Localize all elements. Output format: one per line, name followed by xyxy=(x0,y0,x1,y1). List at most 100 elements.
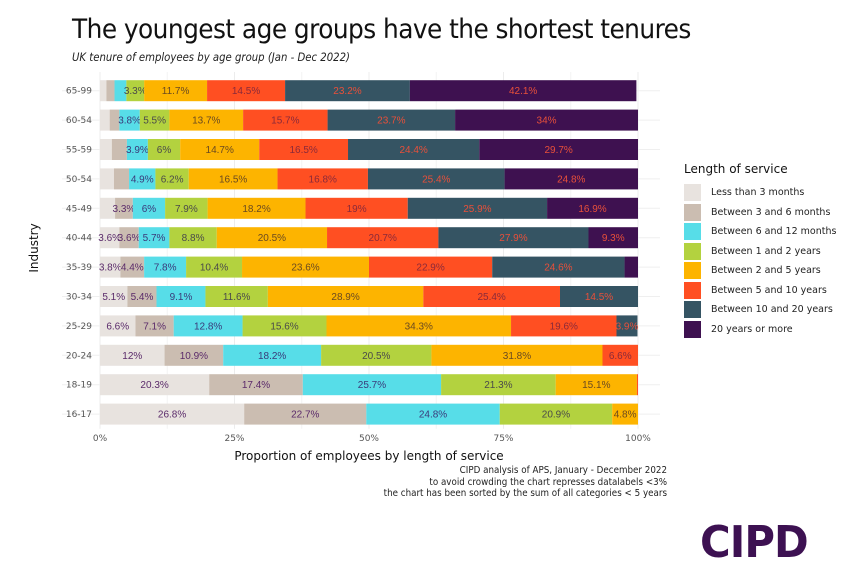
data-label: 3.9% xyxy=(126,145,149,156)
data-label: 16.5% xyxy=(289,145,317,156)
x-tick-label: 75% xyxy=(493,434,513,444)
legend-item: Between 10 and 20 years xyxy=(684,300,836,320)
data-label: 4.4% xyxy=(121,263,144,274)
legend-item: Between 5 and 10 years xyxy=(684,281,836,301)
bar-segment xyxy=(302,374,442,396)
bar-segment xyxy=(326,315,512,337)
bar-segment xyxy=(504,168,638,190)
bar-segment xyxy=(109,109,120,131)
legend-title: Length of service xyxy=(684,162,788,176)
data-label: 14.5% xyxy=(585,292,613,303)
data-label: 7.8% xyxy=(154,263,177,274)
data-label: 24.8% xyxy=(419,410,447,421)
legend-swatch xyxy=(684,281,701,299)
bar-segment xyxy=(127,286,157,307)
bar-segment xyxy=(285,80,410,102)
y-tick-label: 60-54 xyxy=(66,116,92,126)
y-tick-label: 50-54 xyxy=(66,175,92,185)
data-label: 9.1% xyxy=(170,292,193,303)
bar-segment xyxy=(636,374,638,396)
y-tick-label: 55-59 xyxy=(66,146,92,156)
data-label: 18.2% xyxy=(258,351,286,362)
data-label: 3.8% xyxy=(118,116,141,127)
data-label: 25.4% xyxy=(422,174,450,185)
bar-segment xyxy=(120,256,145,278)
bar-row-50-54: 4.9% 6.2% 16.5% 16.8% 25.4% 24.8% xyxy=(100,168,638,190)
bar-segment xyxy=(259,139,349,160)
bar-segment xyxy=(114,80,127,102)
bar-row-55-59: 3.9% 6% 14.7% 16.5% 24.4% 29.7% xyxy=(100,139,638,160)
data-label: 3.3% xyxy=(113,204,136,215)
data-label: 14.7% xyxy=(206,145,234,156)
legend-label: Less than 3 months xyxy=(711,187,805,199)
bar-segment xyxy=(115,197,133,219)
chart-subtitle: UK tenure of employees by age group (Jan… xyxy=(72,50,350,64)
data-label: 25.7% xyxy=(358,380,386,391)
bar-segment xyxy=(188,168,278,190)
bar-segment xyxy=(100,109,110,131)
bar-segment xyxy=(223,344,322,366)
bar-segment xyxy=(169,109,244,131)
x-tick-label: 100% xyxy=(625,434,651,444)
bar-segment xyxy=(277,168,368,190)
bar-segment xyxy=(100,344,165,366)
legend-swatch xyxy=(684,203,701,221)
bar-segment xyxy=(100,374,210,396)
y-tick-label: 45-49 xyxy=(66,204,92,214)
data-label: 13.7% xyxy=(192,116,220,127)
legend-item: Between 3 and 6 months xyxy=(684,203,836,223)
bar-row-40-44: 3.6%3.6% 5.7% 8.8% 20.5% 20.7% 27.9% 9.3% xyxy=(98,227,638,249)
data-label: 15.7% xyxy=(271,116,299,127)
bar-row-45-49: 3.3% 6% 7.9% 18.2% 19% 25.9% 16.9% xyxy=(100,197,638,219)
bar-segment xyxy=(100,286,128,307)
data-label: 28.9% xyxy=(331,292,359,303)
bar-segment xyxy=(348,139,480,160)
legend-swatch xyxy=(684,184,701,202)
caption-line: the chart has been sorted by the sum of … xyxy=(383,488,667,499)
data-label: 25.4% xyxy=(477,292,505,303)
data-label: 7.9% xyxy=(175,204,198,215)
legend-item: Between 6 and 12 months xyxy=(684,222,836,242)
y-tick-label: 65-99 xyxy=(66,87,92,97)
data-label: 5.1% xyxy=(102,292,125,303)
data-label: 6.6% xyxy=(609,351,632,362)
bar-row-65-99: 3.3% 11.7% 14.5% 23.2% 42.1% xyxy=(100,80,637,102)
data-label: 26.8% xyxy=(158,410,186,421)
x-axis: 0% 25% 50% 75% 100% xyxy=(93,434,651,444)
bar-segment xyxy=(438,227,589,249)
data-label: 11.6% xyxy=(223,292,251,303)
y-tick-label: 16-17 xyxy=(66,410,92,420)
data-label: 22.7% xyxy=(291,410,319,421)
data-label: 25.9% xyxy=(463,204,491,215)
bar-segment xyxy=(207,197,306,219)
legend-item: Between 1 and 2 years xyxy=(684,242,836,262)
data-label: 4.9% xyxy=(131,174,154,185)
data-label: 24.4% xyxy=(399,145,427,156)
data-label: 20.9% xyxy=(542,410,570,421)
bar-segment xyxy=(100,403,245,425)
data-label: 6.2% xyxy=(161,174,184,185)
bar-segment xyxy=(119,227,139,249)
data-label: 5.5% xyxy=(143,116,166,127)
data-label: 6.6% xyxy=(106,321,129,332)
x-tick-label: 0% xyxy=(93,434,108,444)
bar-segment xyxy=(100,168,114,190)
y-axis: 65-99 60-54 55-59 50-54 45-49 40-44 35-39 30-34… xyxy=(66,87,92,420)
source-caption: CIPD analysis of APS, January - December… xyxy=(384,465,667,500)
data-label: 6% xyxy=(157,145,172,156)
bar-segment xyxy=(559,286,638,307)
legend-swatch xyxy=(684,242,701,260)
data-label: 19% xyxy=(347,204,367,215)
bar-segment xyxy=(492,256,625,278)
legend-item: Between 2 and 5 years xyxy=(684,261,836,281)
data-label: 24.6% xyxy=(544,263,572,274)
bar-segment xyxy=(267,286,424,307)
bar-segment xyxy=(555,374,637,396)
bar-segment xyxy=(139,109,170,131)
y-tick-label: 35-39 xyxy=(66,263,92,273)
bar-segment xyxy=(209,374,303,396)
bar-segment xyxy=(511,315,617,337)
data-label: 5.4% xyxy=(131,292,154,303)
data-label: 23.6% xyxy=(291,263,319,274)
legend-label: Between 3 and 6 months xyxy=(711,206,831,218)
